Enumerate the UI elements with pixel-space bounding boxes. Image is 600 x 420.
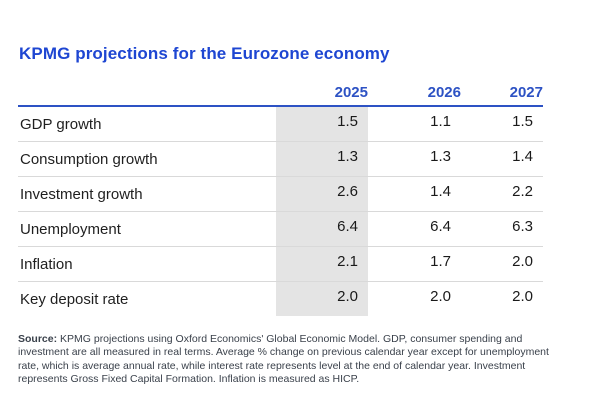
table-row: Inflation 2.1 1.7 2.0 xyxy=(18,246,543,282)
cell-investment-2025: 2.6 xyxy=(276,176,368,212)
cell-gdp-2026: 1.1 xyxy=(368,106,461,142)
table-row: GDP growth 1.5 1.1 1.5 xyxy=(18,106,543,142)
year-header-2025: 2025 xyxy=(276,84,368,107)
projections-table: 2025 2026 2027 GDP growth 1.5 1.1 1.5 Co… xyxy=(18,84,543,316)
header-spacer xyxy=(18,84,276,107)
year-header-2027: 2027 xyxy=(461,84,543,107)
page-title: KPMG projections for the Eurozone econom… xyxy=(19,44,390,64)
table-header-row: 2025 2026 2027 xyxy=(18,84,543,107)
table-row: Key deposit rate 2.0 2.0 2.0 xyxy=(18,281,543,316)
cell-inflation-2025: 2.1 xyxy=(276,246,368,282)
row-label-key-deposit-rate: Key deposit rate xyxy=(20,291,129,308)
cell-deposit-2027: 2.0 xyxy=(512,287,533,305)
table-row: Unemployment 6.4 6.4 6.3 xyxy=(18,211,543,247)
cell-deposit-2025: 2.0 xyxy=(276,281,368,316)
year-header-2026: 2026 xyxy=(368,84,461,107)
source-text: KPMG projections using Oxford Economics'… xyxy=(18,332,549,386)
row-label-consumption-growth: Consumption growth xyxy=(18,141,276,177)
source-label: Source: xyxy=(18,332,58,345)
table-row: Consumption growth 1.3 1.3 1.4 xyxy=(18,141,543,177)
cell-consumption-2025: 1.3 xyxy=(276,141,368,177)
cell-unemployment-2027: 6.3 xyxy=(461,211,543,247)
source-note: Source: KPMG projections using Oxford Ec… xyxy=(18,333,570,387)
row-label-inflation: Inflation xyxy=(18,246,276,282)
cell-deposit-2026: 2.0 xyxy=(430,287,451,305)
cell-investment-2026: 1.4 xyxy=(368,176,461,212)
table-row: Investment growth 2.6 1.4 2.2 xyxy=(18,176,543,212)
cell-gdp-2025: 1.5 xyxy=(276,106,368,142)
row-label-gdp-growth: GDP growth xyxy=(18,106,276,142)
cell-inflation-2026: 1.7 xyxy=(368,246,461,282)
cell-consumption-2026: 1.3 xyxy=(368,141,461,177)
cell-inflation-2027: 2.0 xyxy=(461,246,543,282)
cell-unemployment-2025: 6.4 xyxy=(276,211,368,247)
row-label-investment-growth: Investment growth xyxy=(18,176,276,212)
row-label-unemployment: Unemployment xyxy=(18,211,276,247)
cell-investment-2027: 2.2 xyxy=(461,176,543,212)
cell-consumption-2027: 1.4 xyxy=(461,141,543,177)
cell-unemployment-2026: 6.4 xyxy=(368,211,461,247)
cell-gdp-2027: 1.5 xyxy=(461,106,543,142)
